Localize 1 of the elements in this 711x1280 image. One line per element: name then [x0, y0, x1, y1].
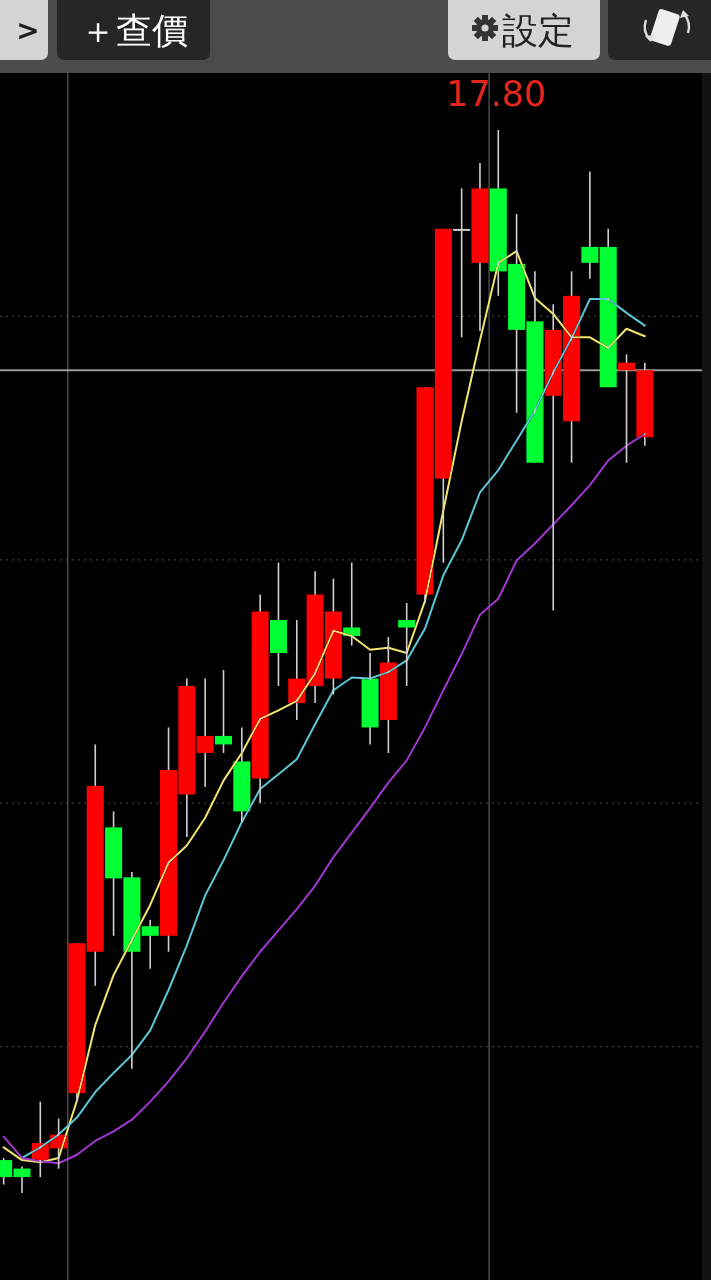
annotation: 17.80 — [446, 73, 547, 114]
